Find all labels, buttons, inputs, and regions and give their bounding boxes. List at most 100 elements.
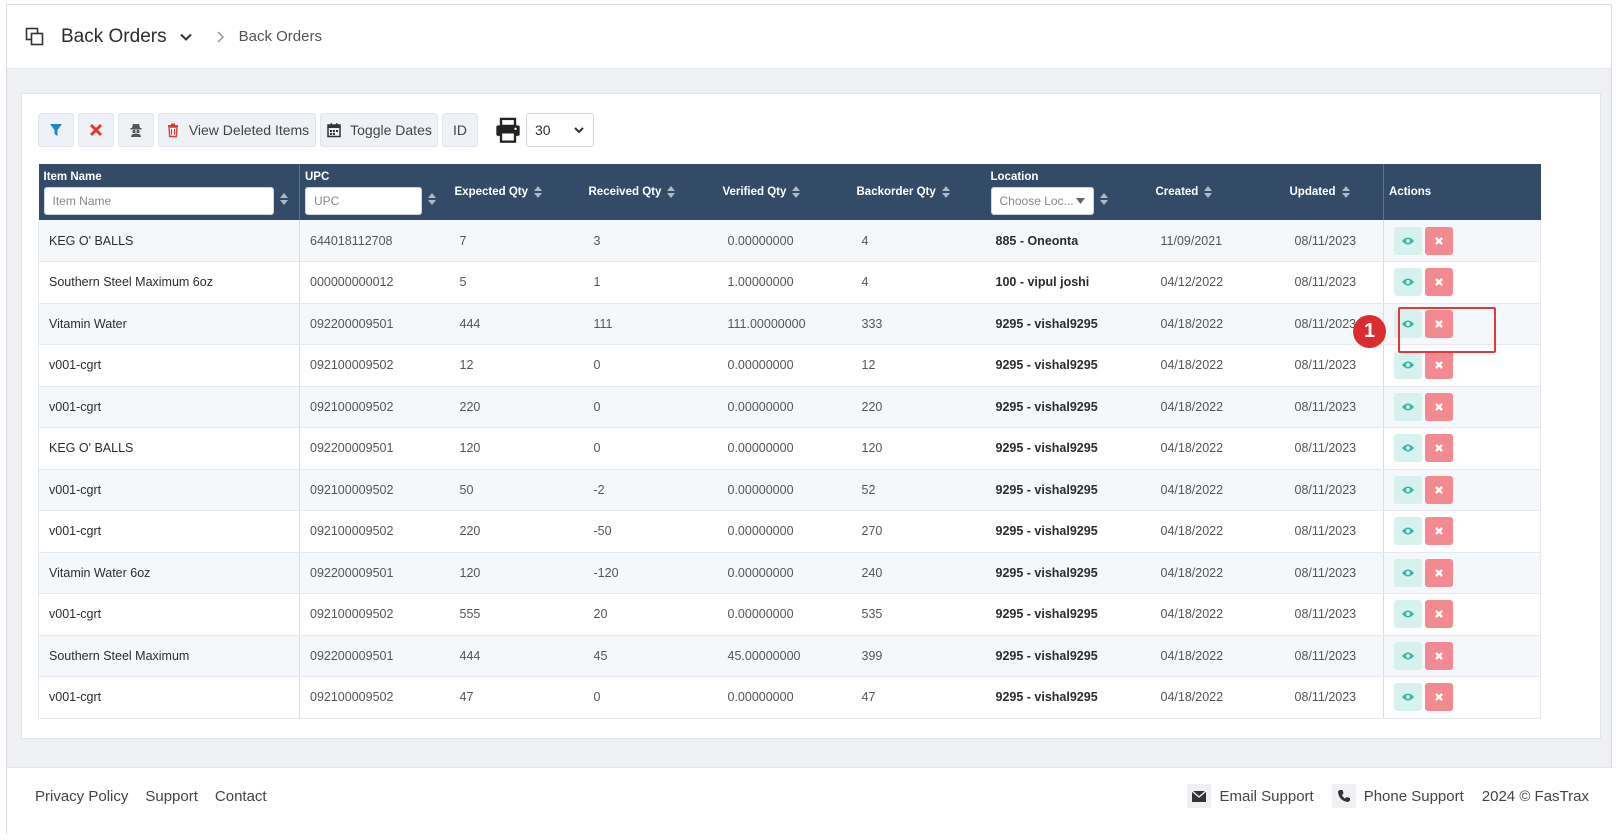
eye-icon xyxy=(1401,402,1415,412)
view-button[interactable] xyxy=(1394,226,1422,255)
sort-icon[interactable] xyxy=(667,186,676,198)
created-date-cell: 04/18/2022 xyxy=(1150,593,1285,636)
sort-icon[interactable] xyxy=(792,186,801,198)
delete-button[interactable] xyxy=(1425,268,1453,297)
delete-button[interactable] xyxy=(1425,392,1453,421)
created-date-cell: 04/18/2022 xyxy=(1150,344,1285,387)
column-received-qty[interactable]: Received Qty xyxy=(583,164,718,220)
eye-icon xyxy=(1401,277,1415,287)
sort-icon[interactable] xyxy=(1341,186,1350,198)
close-icon xyxy=(1434,277,1444,287)
updated-date-cell: 08/11/2023 xyxy=(1284,427,1384,470)
user-secret-button[interactable] xyxy=(118,113,154,147)
contact-link[interactable]: Contact xyxy=(214,788,267,805)
eye-icon xyxy=(1401,443,1415,453)
delete-button[interactable] xyxy=(1425,600,1453,629)
view-button[interactable] xyxy=(1394,268,1422,297)
column-expected-qty[interactable]: Expected Qty xyxy=(449,164,584,220)
toggle-dates-button[interactable]: Toggle Dates xyxy=(320,113,438,147)
delete-button[interactable] xyxy=(1425,309,1453,338)
email-support-link[interactable]: Email Support xyxy=(1219,787,1314,805)
upc-filter-input[interactable]: UPC xyxy=(305,186,422,215)
column-backorder-qty[interactable]: Backorder Qty xyxy=(851,164,986,220)
phone-support-link[interactable]: Phone Support xyxy=(1363,787,1464,805)
delete-button[interactable] xyxy=(1425,351,1453,380)
received-qty-cell: -120 xyxy=(583,552,718,594)
item-name-cell: v001-cgrt xyxy=(38,469,300,511)
close-icon xyxy=(1434,443,1444,453)
created-date-cell: 04/18/2022 xyxy=(1150,552,1285,594)
received-qty-cell: 45 xyxy=(583,635,718,677)
filter-button[interactable] xyxy=(38,113,74,147)
chevron-down-icon xyxy=(574,127,584,134)
updated-date-cell: 08/11/2023 xyxy=(1284,303,1384,345)
view-button[interactable] xyxy=(1394,475,1422,504)
updated-date-cell: 08/11/2023 xyxy=(1284,220,1384,262)
page-title[interactable]: Back Orders xyxy=(61,25,167,47)
verified-qty-cell: 0.00000000 xyxy=(717,593,852,636)
clear-filters-button[interactable] xyxy=(78,113,114,147)
close-icon xyxy=(1434,236,1444,246)
chevron-down-icon[interactable] xyxy=(179,30,193,44)
updated-date-cell: 08/11/2023 xyxy=(1284,261,1384,304)
view-button[interactable] xyxy=(1394,517,1422,546)
view-deleted-items-button[interactable]: View Deleted Items xyxy=(158,113,316,147)
sort-icon[interactable] xyxy=(428,193,436,205)
item-name-cell: v001-cgrt xyxy=(38,676,300,719)
privacy-policy-link[interactable]: Privacy Policy xyxy=(35,788,129,805)
close-icon xyxy=(89,123,103,137)
top-bar: Back Orders Back Orders xyxy=(7,5,1611,69)
phone-icon xyxy=(1331,784,1356,808)
support-link[interactable]: Support xyxy=(145,788,198,805)
sort-icon[interactable] xyxy=(1204,186,1213,198)
delete-button[interactable] xyxy=(1425,226,1453,255)
view-button[interactable] xyxy=(1394,351,1422,380)
expected-qty-cell: 5 xyxy=(449,261,584,304)
delete-button[interactable] xyxy=(1425,683,1453,712)
column-item-name: Item Name Item Name xyxy=(38,164,300,220)
expected-qty-cell: 220 xyxy=(449,510,584,553)
sort-icon[interactable] xyxy=(1099,193,1108,205)
item-name-filter-input[interactable]: Item Name xyxy=(43,186,274,215)
id-toggle-button[interactable]: ID xyxy=(442,113,478,147)
delete-button[interactable] xyxy=(1425,517,1453,546)
column-verified-qty[interactable]: Verified Qty xyxy=(717,164,852,220)
column-backorder-qty-label: Backorder Qty xyxy=(856,186,936,198)
table-row: Vitamin Water 6oz 092200009501 120 -120 0.00… xyxy=(38,552,1541,594)
table-row: v001-cgrt 092100009502 50 -2 0.00000000 52 929… xyxy=(38,469,1541,511)
sort-icon[interactable] xyxy=(941,186,950,198)
location-filter-select[interactable]: Choose Loc... xyxy=(990,186,1094,215)
view-button[interactable] xyxy=(1394,392,1422,421)
expected-qty-cell: 12 xyxy=(449,344,584,387)
view-button[interactable] xyxy=(1394,641,1422,670)
sort-icon[interactable] xyxy=(279,193,288,205)
received-qty-cell: 20 xyxy=(583,593,718,636)
column-created[interactable]: Created xyxy=(1150,164,1285,220)
delete-button[interactable] xyxy=(1425,558,1453,587)
column-updated-label: Updated xyxy=(1289,186,1336,198)
actions-cell xyxy=(1383,261,1541,304)
delete-button[interactable] xyxy=(1425,475,1453,504)
column-item-name-label: Item Name xyxy=(43,170,102,183)
printer-icon[interactable] xyxy=(494,116,522,144)
copyright: 2024 © FasTrax xyxy=(1481,787,1589,805)
sort-icon[interactable] xyxy=(534,186,542,198)
table-row: v001-cgrt 092100009502 12 0 0.00000000 12 9295… xyxy=(38,344,1541,387)
delete-button[interactable] xyxy=(1425,434,1453,463)
copy-pages-icon xyxy=(25,27,45,47)
location-cell: 9295 - vishal9295 xyxy=(985,593,1151,636)
view-button[interactable] xyxy=(1394,683,1422,712)
actions-cell xyxy=(1383,344,1541,387)
column-updated[interactable]: Updated xyxy=(1284,164,1384,220)
view-button[interactable] xyxy=(1394,309,1422,338)
breadcrumb[interactable]: Back Orders xyxy=(238,28,322,45)
eye-icon xyxy=(1401,236,1415,246)
view-button[interactable] xyxy=(1394,558,1422,587)
view-button[interactable] xyxy=(1394,434,1422,463)
delete-button[interactable] xyxy=(1425,641,1453,670)
view-button[interactable] xyxy=(1394,600,1422,629)
verified-qty-cell: 0.00000000 xyxy=(717,427,852,470)
verified-qty-cell: 0.00000000 xyxy=(717,344,852,387)
page-size-select[interactable]: 30 xyxy=(526,113,594,147)
footer: Privacy Policy Support Contact Email Sup… xyxy=(7,767,1613,835)
